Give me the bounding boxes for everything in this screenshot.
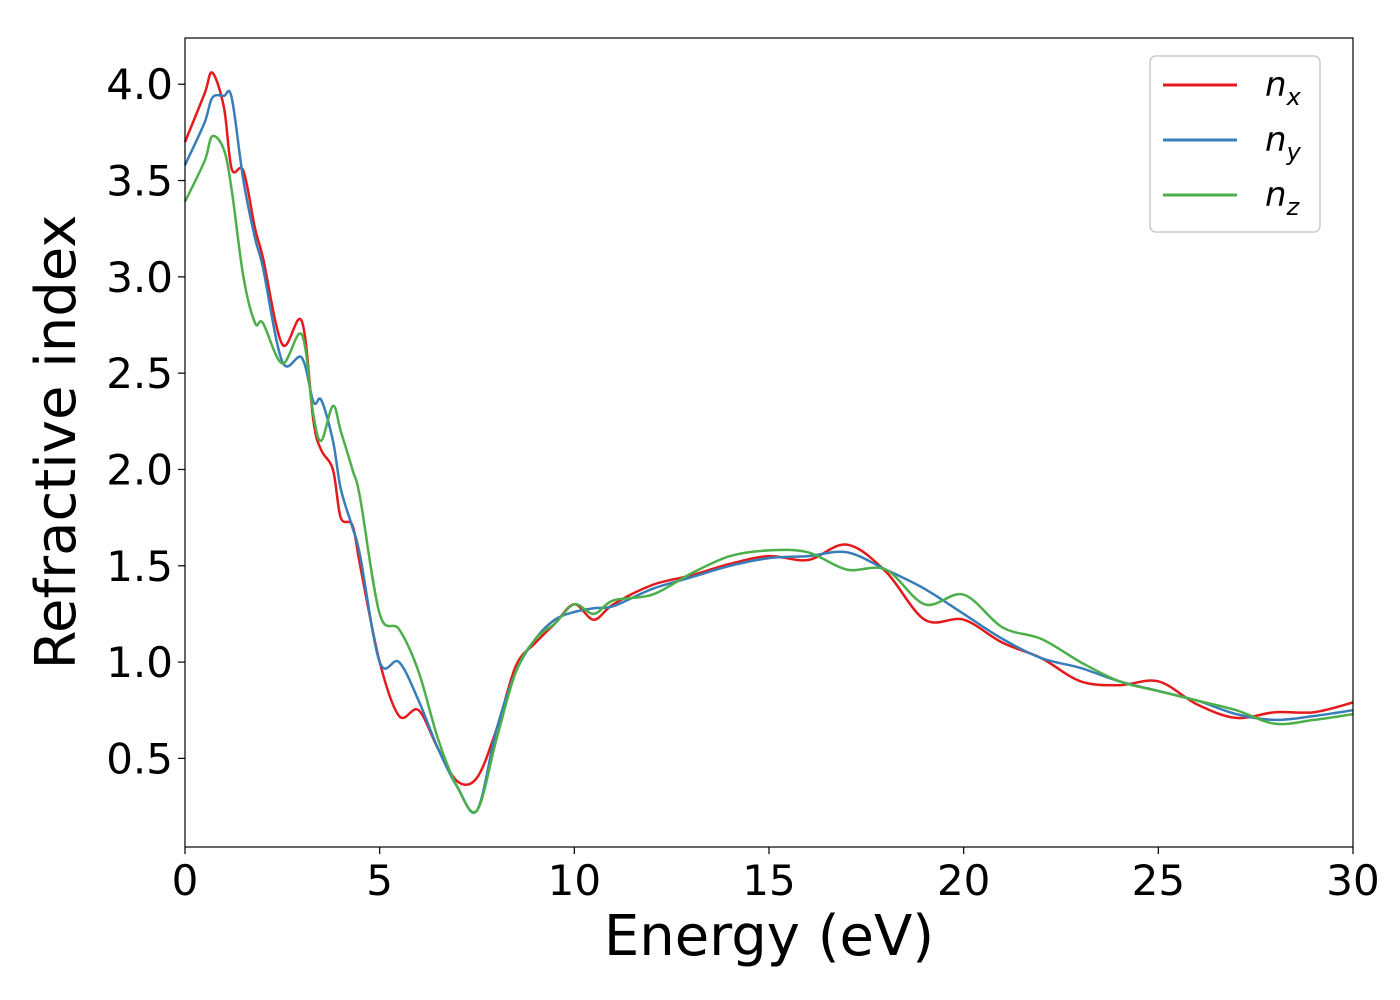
legend: nx ny nz (1149, 55, 1321, 233)
x-tick-label: 15 (742, 856, 795, 905)
y-tick-label: 1.5 (106, 542, 173, 591)
legend-label: nx (1265, 65, 1302, 111)
x-tick-label: 5 (366, 856, 393, 905)
y-tick-label: 3.0 (106, 253, 173, 302)
y-axis-label: Refractive index (24, 215, 89, 670)
legend-item-nz: nz (1163, 175, 1301, 221)
legend-item-nx: nx (1163, 65, 1302, 111)
series-line-nz (183, 134, 1354, 814)
x-tick-label: 25 (1132, 856, 1185, 905)
y-tick-label: 1.0 (106, 638, 173, 687)
legend-box (1149, 55, 1321, 233)
x-tick-label: 30 (1326, 856, 1379, 905)
series-layer (183, 71, 1354, 814)
legend-items: nx ny nz (1163, 65, 1302, 221)
y-tick-label: 2.0 (106, 445, 173, 494)
x-axis-ticks: 0 5 10 15 20 25 30 (172, 847, 1380, 905)
y-axis-ticks: 0.5 1.0 1.5 2.0 2.5 3.0 3.5 4.0 (106, 60, 185, 783)
y-tick-label: 3.5 (106, 157, 173, 206)
x-tick-label: 10 (548, 856, 601, 905)
x-tick-label: 0 (172, 856, 199, 905)
x-tick-label: 20 (937, 856, 990, 905)
y-tick-label: 2.5 (106, 349, 173, 398)
y-tick-label: 4.0 (106, 60, 173, 109)
legend-label: ny (1265, 120, 1302, 166)
y-tick-label: 0.5 (106, 734, 173, 783)
x-axis-label: Energy (eV) (604, 904, 934, 969)
legend-label: nz (1265, 175, 1301, 221)
legend-item-ny: ny (1163, 120, 1302, 166)
